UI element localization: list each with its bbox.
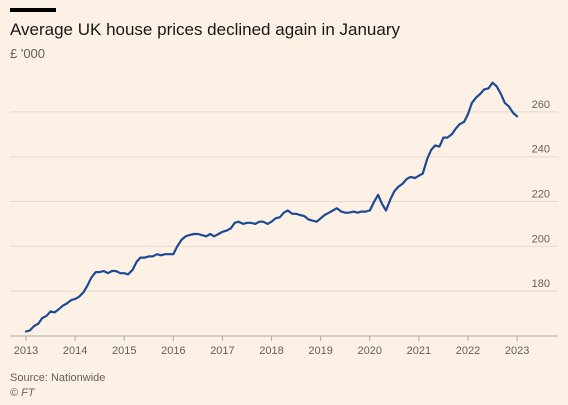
y-tick-label: 180 bbox=[532, 278, 550, 290]
x-tick-label: 2018 bbox=[259, 345, 283, 357]
x-tick-label: 2023 bbox=[505, 345, 529, 357]
x-tick-label: 2014 bbox=[63, 345, 87, 357]
series-line-house-prices bbox=[24, 81, 519, 333]
chart-subtitle-unit: £ '000 bbox=[10, 46, 46, 61]
x-axis-labels: 2013 2014 2015 2016 2017 2018 2019 2020 2021 2022… bbox=[14, 345, 530, 357]
chart-title: Average UK house prices declined again i… bbox=[10, 20, 400, 39]
ft-brand-bar bbox=[10, 8, 56, 12]
x-axis-ticks bbox=[25, 336, 518, 341]
y-tick-label: 240 bbox=[532, 144, 550, 156]
source-note: Source: Nationwide bbox=[10, 372, 106, 384]
y-tick-label: 220 bbox=[532, 189, 550, 201]
x-tick-label: 2017 bbox=[210, 345, 234, 357]
x-tick-label: 2019 bbox=[308, 345, 332, 357]
x-tick-label: 2016 bbox=[161, 345, 185, 357]
x-tick-label: 2020 bbox=[358, 345, 382, 357]
gridlines bbox=[10, 111, 558, 337]
y-tick-label: 260 bbox=[532, 99, 550, 111]
x-tick-label: 2013 bbox=[14, 345, 38, 357]
y-tick-label: 200 bbox=[532, 233, 550, 245]
y-axis-labels: 180 200 220 240 260 bbox=[532, 99, 550, 290]
x-tick-label: 2022 bbox=[456, 345, 480, 357]
x-tick-label: 2015 bbox=[112, 345, 136, 357]
x-tick-label: 2021 bbox=[407, 345, 431, 357]
copyright-note: © FT bbox=[10, 387, 35, 399]
